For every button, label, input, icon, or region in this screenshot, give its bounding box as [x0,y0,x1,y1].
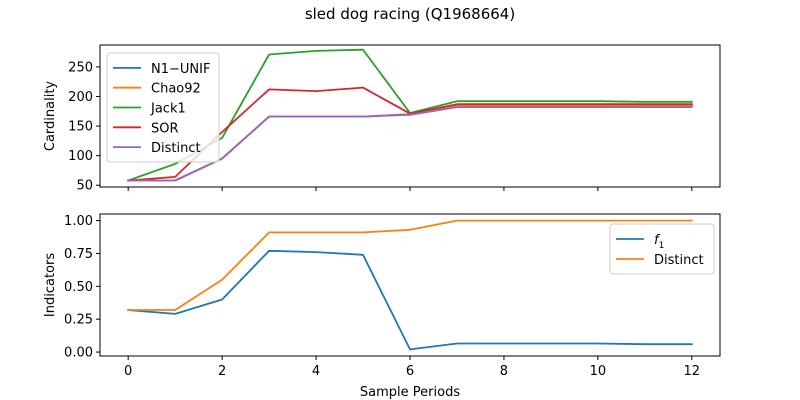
series-line-sor [127,86,693,182]
x-tick-label: 10 [590,364,607,379]
legend-label-n1-unif: N1−UNIF [151,62,210,77]
y-axis-label: Cardinality [43,81,58,152]
legend-label-distinct: Distinct [151,141,201,156]
legend-label-sor: SOR [151,121,179,136]
series-line-distinct [127,106,693,182]
legend-frame [609,223,715,275]
y-tick-label: 0.50 [64,280,93,295]
legend-label-f1: f1 [654,233,664,251]
legend-frame [106,52,220,163]
series-line-f1 [127,249,693,351]
series-line-distinct [127,219,693,311]
y-tick-label: 50 [76,179,93,194]
legend-label-jack1: Jack1 [150,102,186,117]
y-tick-label: 250 [68,60,93,75]
x-tick-label: 2 [218,364,226,379]
y-tick-label: 200 [68,90,93,105]
legend-label-distinct: Distinct [654,253,704,268]
chart-title: sled dog racing (Q1968664) [305,5,515,23]
y-tick-label: 0.25 [64,313,93,328]
y-tick-label: 1.00 [64,214,93,229]
x-tick-label: 8 [500,364,508,379]
legend: N1−UNIF Chao92 Jack1 SOR Distinct [106,52,220,163]
y-tick-label: 100 [68,149,93,164]
y-axis-label: Indicators [43,253,58,317]
x-tick-label: 12 [684,364,701,379]
legend-label-chao92: Chao92 [151,82,201,97]
legend: f1 Distinct [609,223,715,275]
x-tick-label: 6 [406,364,414,379]
cardinality-panel: 50 100 150 200 250 Cardinality N1−UNIF Chao92 Ja… [43,44,721,194]
x-tick-label: 4 [312,364,320,379]
x-axis-label: Sample Periods [360,385,460,400]
y-tick-label: 0.75 [64,247,93,262]
y-tick-label: 150 [68,120,93,135]
x-tick-label: 0 [124,364,132,379]
indicators-panel: 0 2 4 6 8 10 12 0.00 0.25 0.50 0.75 1.00 Indicators S… [43,213,721,400]
y-tick-label: 0.00 [64,346,93,361]
